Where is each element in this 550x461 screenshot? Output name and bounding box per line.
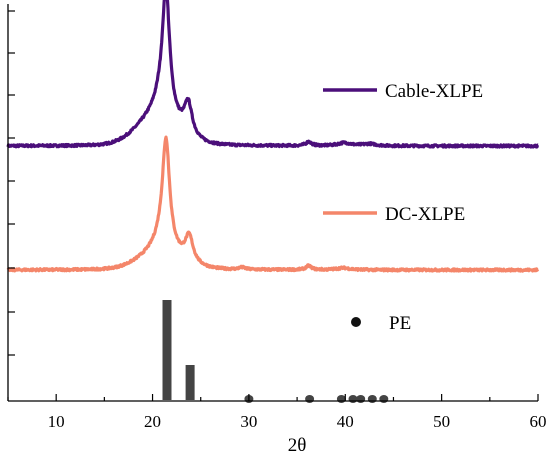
x-tick-label-30: 30 <box>240 412 257 431</box>
legend-label-cable-xlpe: Cable-XLPE <box>385 81 483 102</box>
series-line-cable-xlpe <box>6 0 540 149</box>
legend-label-dc-xlpe: DC-XLPE <box>385 204 465 225</box>
x-tick-label-60: 60 <box>530 412 547 431</box>
pe-bar-0 <box>162 300 172 400</box>
x-tick-label-20: 20 <box>144 412 161 431</box>
pe-bar-4 <box>336 395 346 403</box>
x-axis-label: 2θ <box>288 435 307 456</box>
x-tick-label-50: 50 <box>433 412 450 431</box>
x-tick-label-10: 10 <box>48 412 65 431</box>
pe-bar-8 <box>379 395 389 403</box>
pe-bar-7 <box>367 395 377 403</box>
legend-marker-pe <box>351 317 361 327</box>
x-tick-label-40: 40 <box>337 412 354 431</box>
pe-bar-1 <box>185 365 195 400</box>
pe-bar-3 <box>305 395 315 403</box>
pe-bar-5 <box>348 395 358 403</box>
series-line-dc-xlpe <box>6 135 540 273</box>
pe-bar-6 <box>356 395 366 403</box>
legend-label-pe: PE <box>389 313 411 334</box>
